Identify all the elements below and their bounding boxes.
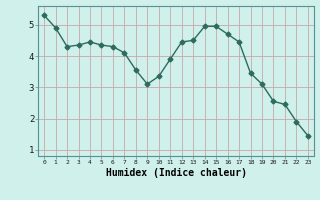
X-axis label: Humidex (Indice chaleur): Humidex (Indice chaleur) bbox=[106, 168, 246, 178]
